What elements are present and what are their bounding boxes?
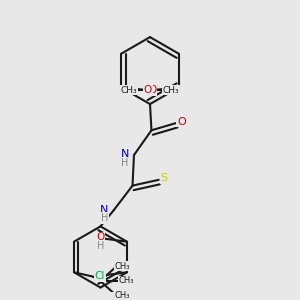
Text: CH₃: CH₃ (115, 262, 130, 271)
Text: CH₃: CH₃ (119, 277, 134, 286)
Text: N: N (100, 205, 109, 214)
Text: Cl: Cl (95, 271, 105, 281)
Text: CH₃: CH₃ (121, 86, 137, 95)
Text: O: O (96, 232, 105, 242)
Text: H: H (97, 241, 104, 251)
Text: O: O (148, 85, 156, 95)
Text: H: H (100, 213, 108, 223)
Text: CH₃: CH₃ (163, 86, 179, 95)
Text: O: O (144, 85, 152, 95)
Text: S: S (160, 173, 167, 183)
Text: O: O (177, 117, 186, 127)
Text: N: N (121, 148, 129, 159)
Text: CH₃: CH₃ (115, 291, 130, 300)
Text: H: H (121, 158, 128, 168)
